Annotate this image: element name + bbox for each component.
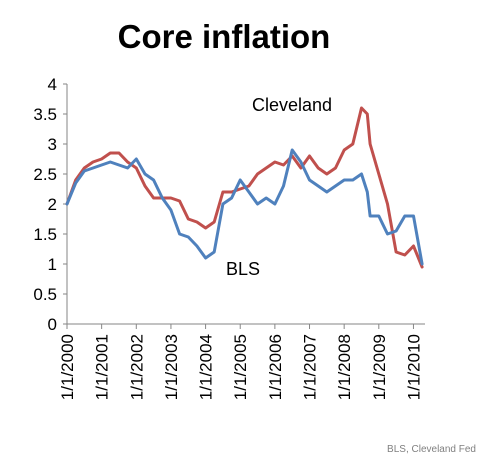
x-tick-label: 1/1/2004 <box>197 334 216 400</box>
y-tick-label: 1 <box>48 255 57 274</box>
y-tick-label: 2.5 <box>33 165 57 184</box>
y-tick-label: 2 <box>48 195 57 214</box>
cleveland-series-line <box>65 106 424 269</box>
x-tick-label: 1/1/2009 <box>370 334 389 400</box>
x-tick-label: 1/1/2008 <box>335 334 354 400</box>
chart-source: BLS, Cleveland Fed <box>387 444 476 455</box>
cleveland-series-label: Cleveland <box>252 95 332 115</box>
chart-title: Core inflation <box>118 18 331 55</box>
y-tick-label: 1.5 <box>33 225 57 244</box>
bls-series-line <box>65 148 424 266</box>
y-tick-label: 0.5 <box>33 285 57 304</box>
cleveland-series <box>65 106 424 269</box>
x-tick-label: 1/1/2007 <box>301 334 320 400</box>
y-tick-label: 3 <box>48 135 57 154</box>
y-tick-label: 0 <box>48 315 57 334</box>
x-tick-label: 1/1/2010 <box>404 334 423 400</box>
y-tick-label: 3.5 <box>33 105 57 124</box>
series-layer <box>65 106 424 269</box>
bls-series <box>65 148 424 266</box>
x-tick-label: 1/1/2000 <box>58 334 77 400</box>
x-tick-label: 1/1/2005 <box>231 334 250 400</box>
y-tick-label: 4 <box>48 75 57 94</box>
x-tick-label: 1/1/2006 <box>266 334 285 400</box>
axes: 0 0.5 1 1.5 2 2.5 3 3.5 4 1/1/2000 1/1/2001 1/1/200… <box>33 75 425 400</box>
x-tick-label: 1/1/2002 <box>127 334 146 400</box>
x-tick-label: 1/1/2003 <box>162 334 181 400</box>
bls-series-label: BLS <box>226 259 260 279</box>
x-tick-label: 1/1/2001 <box>93 334 112 400</box>
